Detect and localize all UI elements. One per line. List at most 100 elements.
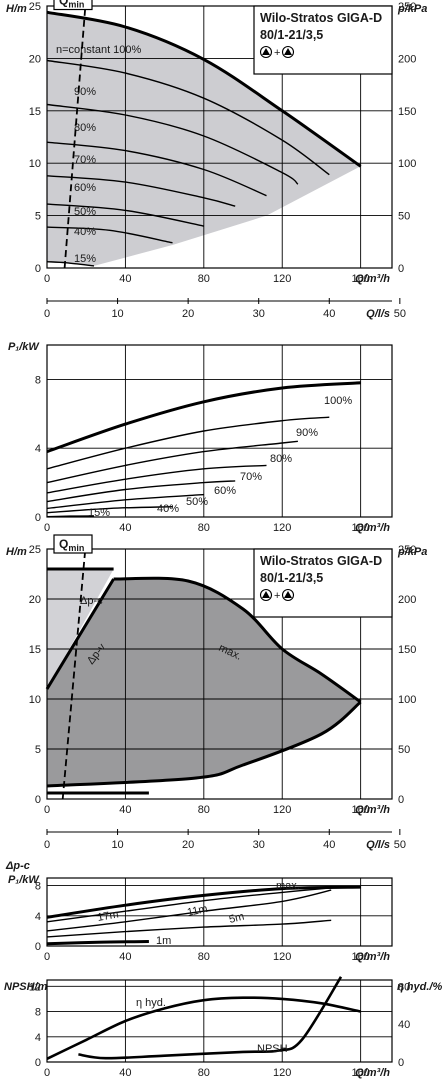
y-right-tick-label: 50 (398, 211, 410, 223)
x-tick-label: 40 (119, 273, 131, 285)
y-tick-label: 0 (35, 794, 41, 806)
power-curve (46, 464, 267, 494)
x-tick-label: 120 (273, 522, 291, 534)
y-right-tick-label: 250 (398, 1, 416, 13)
mode-symbol-dpv-triangle (284, 48, 292, 55)
y-right-tick-label: 150 (398, 106, 416, 118)
speed-curve (46, 203, 204, 227)
secondary-tick-label: 50 (394, 839, 406, 851)
qmin-dashed-line (63, 0, 87, 269)
y-right-tick-label: 40 (398, 1019, 410, 1031)
power-curve-label: 70% (240, 471, 262, 483)
speed-curve (46, 59, 330, 176)
x-axis-label: Q/m³/h (355, 804, 390, 816)
y-right-tick-label: 0 (398, 263, 404, 275)
mode-symbol-plus: + (274, 47, 280, 59)
power-curve (46, 506, 173, 514)
x-tick-label: 160 (351, 522, 369, 534)
dpc-power-label: max. (276, 880, 300, 892)
y-right-tick-label: 50 (398, 744, 410, 756)
dpc-power-label: 11m (186, 903, 209, 919)
qmin-label-box (53, 0, 93, 11)
secondary-tick-label: 10 (111, 839, 123, 851)
secondary-tick-label: 30 (253, 308, 265, 320)
y-tick-label: 8 (35, 881, 41, 893)
x-tick-label: 80 (198, 522, 210, 534)
y-tick-label: 0 (35, 1057, 41, 1069)
y-tick-label: 25 (29, 544, 41, 556)
x-tick-label: 0 (44, 1067, 50, 1079)
plot-frame (46, 5, 393, 269)
y-tick-label: 12 (29, 981, 41, 993)
title-box (253, 5, 393, 75)
npsh-label: NPSH (257, 1043, 288, 1055)
mode-symbol-dpc-triangle (262, 591, 270, 598)
speed-curve-label: 50% (74, 206, 96, 218)
y-right-axis-label: η hyd./% (397, 981, 442, 993)
x-tick-label: 0 (44, 951, 50, 963)
y-axis-label: NPSH/m (4, 981, 48, 993)
speed-curve-label: 90% (74, 86, 96, 98)
y-tick-label: 15 (29, 106, 41, 118)
max-curve (113, 576, 362, 704)
y-tick-label: 0 (35, 512, 41, 524)
y-right-tick-label: 150 (398, 644, 416, 656)
x-tick-label: 80 (198, 1067, 210, 1079)
power-curve-label: 40% (157, 503, 179, 515)
power-curve (46, 480, 236, 503)
secondary-tick-label: 20 (182, 308, 194, 320)
dpc-power-curve (46, 889, 332, 932)
title-box (253, 548, 393, 618)
chart-title: Wilo-Stratos GIGA-D (260, 11, 382, 25)
x-tick-label: 160 (351, 804, 369, 816)
x-tick-label: 160 (351, 1067, 369, 1079)
speed-curve-label: 80% (74, 122, 96, 134)
dpc-power-label: 5m (228, 911, 246, 926)
x-tick-label: 0 (44, 273, 50, 285)
speed-curve (46, 10, 362, 168)
plot-frame (46, 344, 393, 518)
y-right-axis-label: p/kPa (397, 546, 427, 558)
y-axis-label: P₁/kW (8, 341, 40, 353)
y-tick-label: 15 (29, 644, 41, 656)
speed-curve-label: 40% (74, 226, 96, 238)
secondary-axis-label: Q/l/s (366, 839, 390, 851)
y-axis-label: H/m (6, 546, 27, 558)
y-right-tick-label: 100 (398, 694, 416, 706)
x-tick-label: 0 (44, 522, 50, 534)
mode-symbol-plus: + (274, 590, 280, 602)
x-tick-label: 120 (273, 273, 291, 285)
speed-curve-label: n=constant 100% (56, 44, 142, 56)
power-curve (46, 493, 204, 510)
qmin-label-box (53, 534, 93, 554)
min-curve (46, 700, 362, 788)
qmin-label: Qmin (59, 0, 84, 10)
secondary-tick-label: 30 (253, 839, 265, 851)
x-axis-label: Q/m³/h (355, 951, 390, 963)
chart-title: Wilo-Stratos GIGA-D (260, 554, 382, 568)
secondary-tick-label: 20 (182, 839, 194, 851)
dpc-power-label: 1m (156, 935, 171, 947)
power-curve-label: 90% (296, 427, 318, 439)
dpc-power-curve (46, 919, 332, 938)
x-tick-label: 80 (198, 804, 210, 816)
speed-curve (46, 103, 299, 185)
x-tick-label: 120 (273, 951, 291, 963)
y-tick-label: 4 (35, 443, 41, 455)
y-axis-top-label: Δp-c (5, 860, 30, 872)
npsh-efficiency-curve (46, 996, 361, 1060)
y-tick-label: 20 (29, 53, 41, 65)
y-right-tick-label: 0 (398, 1057, 404, 1069)
y-tick-label: 10 (29, 694, 41, 706)
dpv-curve (45, 578, 115, 690)
x-tick-label: 40 (119, 1067, 131, 1079)
dpc-annotation: Δp-c (80, 595, 103, 607)
x-tick-label: 160 (351, 951, 369, 963)
qmin-subscript: min (68, 0, 84, 10)
power-curve (46, 381, 361, 454)
power-curve-label: 15% (88, 507, 110, 519)
x-tick-label: 80 (198, 951, 210, 963)
y-tick-label: 0 (35, 941, 41, 953)
plot-frame (46, 979, 393, 1063)
chart-head-dpc-dpv: 0 40 80 120 1600510152025050100150200250Q/m³… (6, 534, 427, 851)
